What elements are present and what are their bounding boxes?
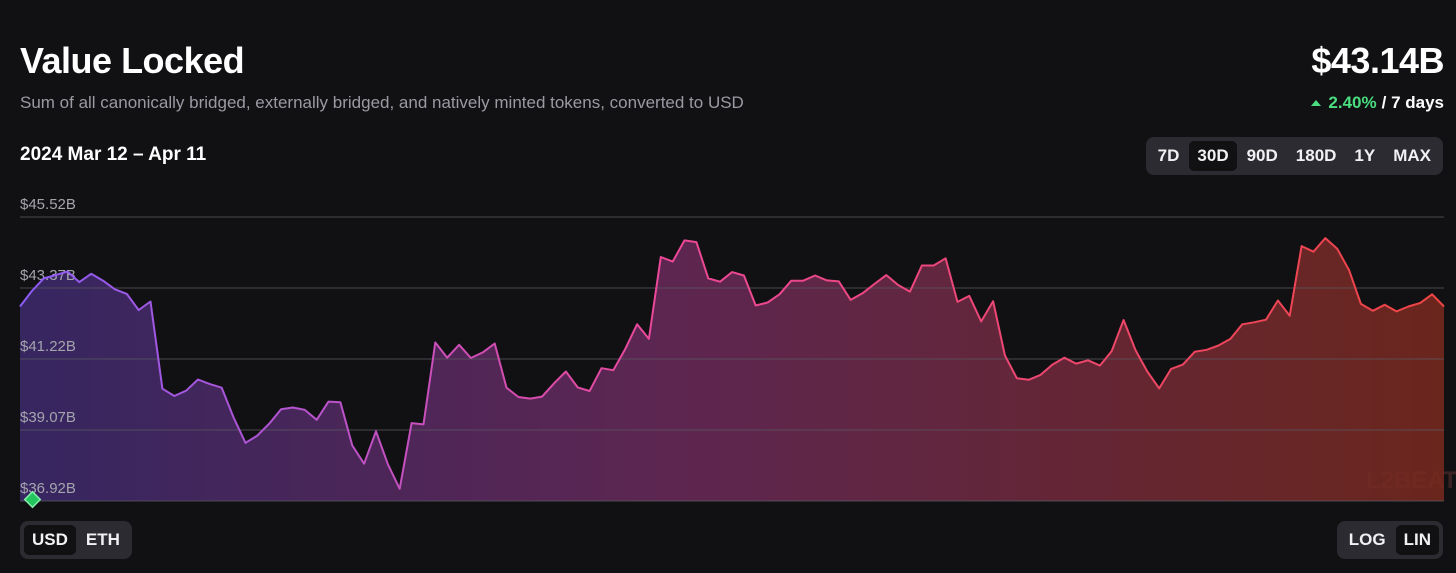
change-period: / 7 days bbox=[1381, 93, 1444, 112]
y-tick-label: $39.07B bbox=[20, 409, 76, 426]
range-button-7d[interactable]: 7D bbox=[1157, 146, 1180, 165]
time-range-selector: 7D 30D 90D 180D 1Y MAX bbox=[1145, 137, 1443, 175]
page-subtitle: Sum of all canonically bridged, external… bbox=[20, 93, 744, 112]
start-marker-icon bbox=[23, 490, 42, 509]
y-tick-label: $45.52B bbox=[20, 196, 76, 213]
range-button-max[interactable]: MAX bbox=[1393, 146, 1431, 165]
y-tick-label: $43.37B bbox=[20, 267, 76, 284]
scale-selector: LOG LIN bbox=[1336, 521, 1443, 559]
triangle-up-icon bbox=[1311, 100, 1322, 106]
range-button-90d[interactable]: 90D bbox=[1246, 146, 1278, 165]
change-percent: 2.40% bbox=[1328, 93, 1377, 112]
range-button-180d[interactable]: 180D bbox=[1295, 146, 1337, 165]
unit-selector: USD ETH bbox=[20, 521, 132, 559]
page-title: Value Locked bbox=[20, 40, 245, 81]
y-tick-label: $41.22B bbox=[20, 338, 76, 355]
series-area-fill bbox=[20, 238, 1444, 501]
series-line bbox=[19, 237, 1445, 490]
unit-button-eth[interactable]: ETH bbox=[85, 530, 120, 549]
total-value: $43.14B bbox=[1311, 40, 1444, 81]
y-tick-label: $36.92B bbox=[20, 480, 76, 497]
range-button-1y[interactable]: 1Y bbox=[1354, 146, 1376, 165]
scale-button-lin[interactable]: LIN bbox=[1395, 525, 1439, 555]
range-button-30d[interactable]: 30D bbox=[1189, 141, 1237, 171]
scale-button-log[interactable]: LOG bbox=[1348, 530, 1386, 549]
unit-button-usd[interactable]: USD bbox=[24, 525, 76, 555]
change-indicator: 2.40% / 7 days bbox=[1311, 93, 1444, 113]
date-range-label: 2024 Mar 12 – Apr 11 bbox=[20, 144, 207, 165]
